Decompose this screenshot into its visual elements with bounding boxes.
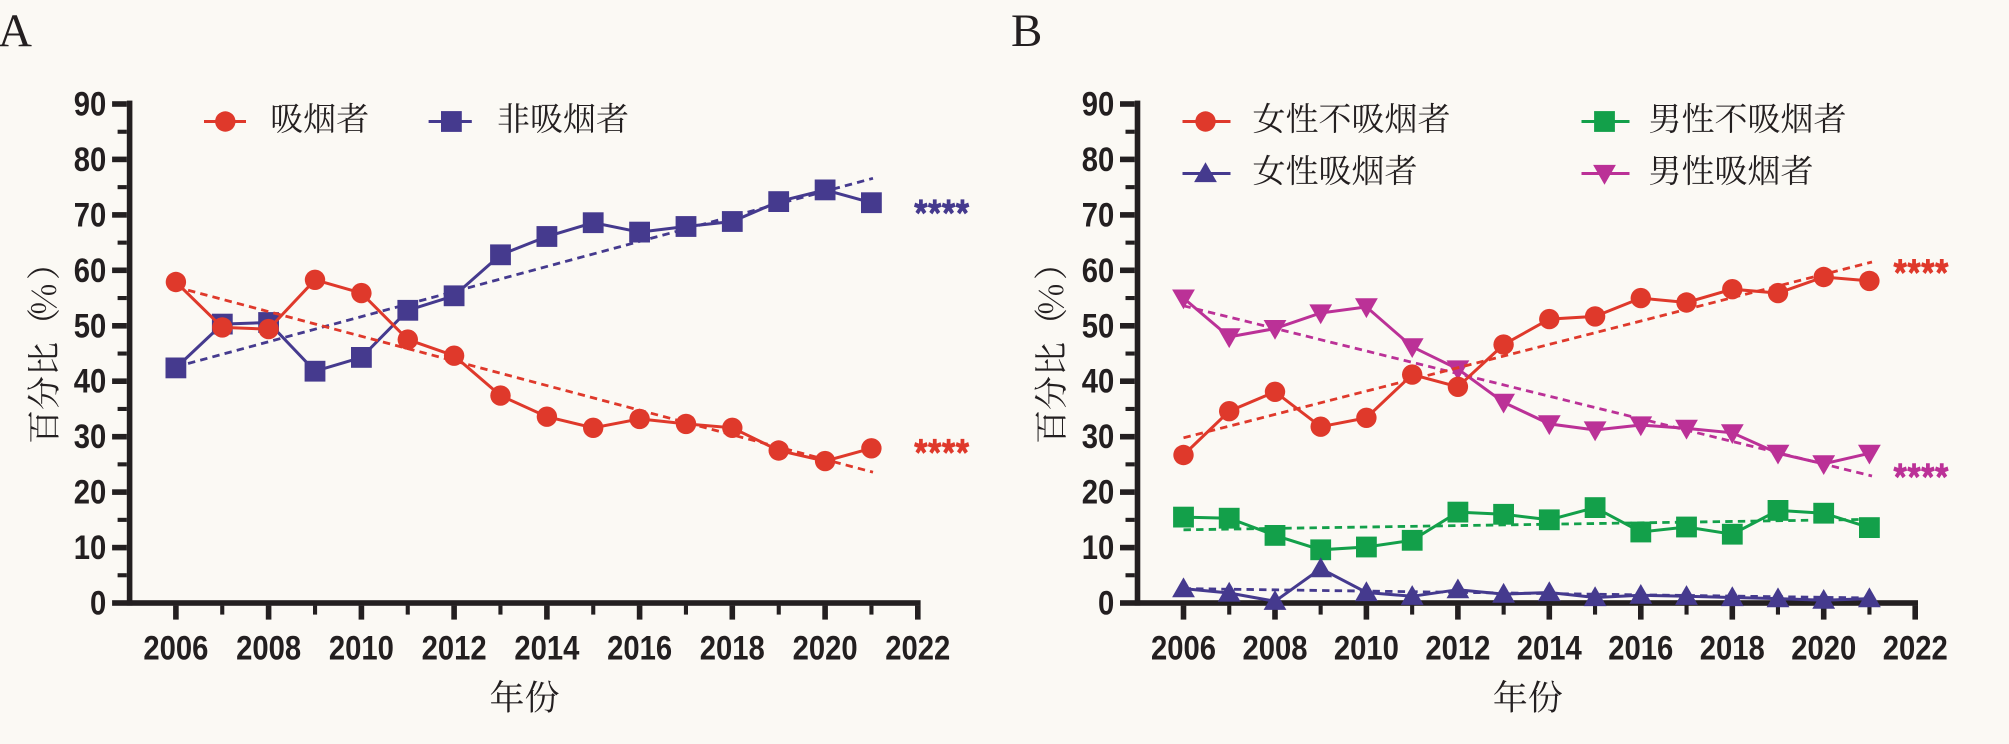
- svg-text:10: 10: [74, 528, 107, 567]
- svg-text:2010: 2010: [1334, 628, 1399, 667]
- svg-text:20: 20: [1082, 473, 1115, 512]
- svg-text:0: 0: [90, 583, 106, 622]
- svg-text:2016: 2016: [1608, 628, 1673, 667]
- svg-text:80: 80: [1082, 140, 1115, 179]
- svg-text:2018: 2018: [700, 628, 765, 667]
- svg-text:2010: 2010: [329, 628, 394, 667]
- svg-text:20: 20: [74, 473, 107, 512]
- svg-text:2014: 2014: [1517, 628, 1582, 667]
- svg-text:2012: 2012: [422, 628, 487, 667]
- svg-text:2022: 2022: [1883, 628, 1948, 667]
- svg-text:2006: 2006: [1151, 628, 1216, 667]
- svg-text:0: 0: [1098, 583, 1114, 622]
- svg-text:2022: 2022: [885, 628, 950, 667]
- svg-text:2008: 2008: [236, 628, 301, 667]
- svg-text:70: 70: [1082, 195, 1115, 234]
- svg-text:10: 10: [1082, 528, 1115, 567]
- svg-text:90: 90: [74, 84, 107, 123]
- svg-text:50: 50: [1082, 306, 1115, 345]
- svg-text:2016: 2016: [607, 628, 672, 667]
- svg-text:90: 90: [1082, 84, 1115, 123]
- svg-text:30: 30: [1082, 417, 1115, 456]
- svg-text:B: B: [1011, 5, 1042, 57]
- svg-text:80: 80: [74, 140, 107, 179]
- svg-text:40: 40: [1082, 362, 1115, 401]
- svg-text:2012: 2012: [1425, 628, 1490, 667]
- svg-text:2008: 2008: [1242, 628, 1307, 667]
- svg-text:30: 30: [74, 417, 107, 456]
- svg-text:2018: 2018: [1700, 628, 1765, 667]
- svg-text:60: 60: [74, 251, 107, 290]
- svg-text:2006: 2006: [143, 628, 208, 667]
- svg-text:60: 60: [1082, 251, 1115, 290]
- svg-text:50: 50: [74, 306, 107, 345]
- svg-text:2020: 2020: [793, 628, 858, 667]
- svg-text:40: 40: [74, 362, 107, 401]
- svg-text:A: A: [0, 5, 32, 57]
- svg-text:2020: 2020: [1791, 628, 1856, 667]
- svg-text:70: 70: [74, 195, 107, 234]
- svg-text:2014: 2014: [514, 628, 579, 667]
